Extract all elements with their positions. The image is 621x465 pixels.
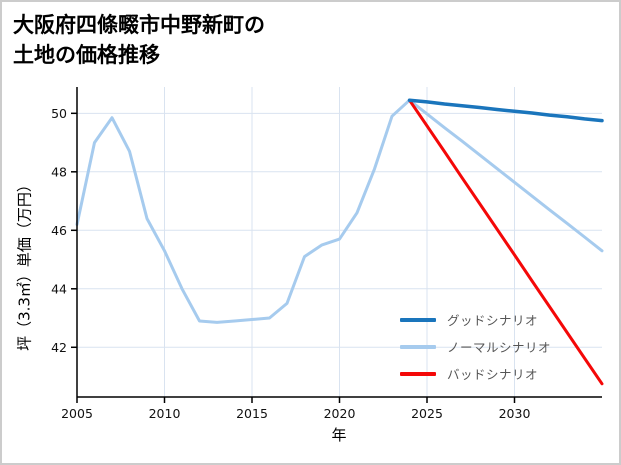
svg-text:2030: 2030 — [499, 406, 531, 421]
legend-item-good-scenario: グッドシナリオ — [400, 306, 551, 333]
svg-text:2005: 2005 — [61, 406, 93, 421]
legend-item-bad-scenario: バッドシナリオ — [400, 360, 551, 387]
legend-label-bad-scenario: バッドシナリオ — [447, 367, 539, 382]
chart-legend: グッドシナリオ ノーマルシナリオ バッドシナリオ — [400, 306, 551, 387]
svg-text:2010: 2010 — [149, 406, 181, 421]
svg-text:44: 44 — [51, 281, 67, 296]
svg-text:2015: 2015 — [236, 406, 268, 421]
x-axis-label: 年 — [331, 426, 347, 444]
svg-text:48: 48 — [51, 164, 67, 179]
svg-text:46: 46 — [51, 223, 67, 238]
y-axis-label: 坪（3.3㎡）単価（万円） — [15, 177, 34, 351]
svg-text:42: 42 — [51, 340, 67, 355]
good-scenario-line-swatch — [400, 317, 436, 322]
bad-scenario-line-swatch — [400, 371, 436, 376]
legend-label-good-scenario: グッドシナリオ — [447, 313, 539, 328]
normal-scenario-line-swatch — [400, 344, 436, 349]
svg-text:50: 50 — [51, 106, 67, 121]
page-title: 大阪府四條畷市中野新町の 土地の価格推移 — [13, 13, 265, 68]
svg-text:2020: 2020 — [324, 406, 356, 421]
legend-label-normal-scenario: ノーマルシナリオ — [447, 340, 552, 355]
svg-text:2025: 2025 — [411, 406, 443, 421]
legend-item-normal-scenario: ノーマルシナリオ — [400, 333, 551, 360]
